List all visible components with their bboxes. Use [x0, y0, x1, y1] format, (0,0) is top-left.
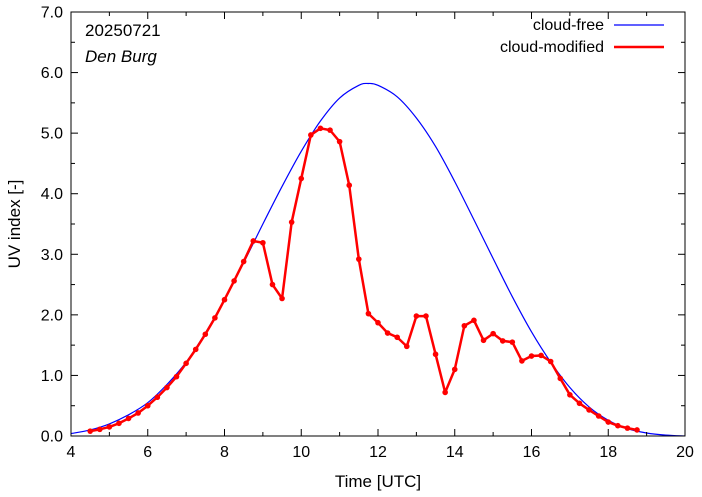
- data-point-cloud-modified: [87, 428, 93, 434]
- y-tick-label: 2.0: [41, 307, 63, 324]
- y-tick-label: 7.0: [41, 5, 63, 22]
- data-point-cloud-modified: [461, 322, 468, 329]
- data-point-cloud-modified: [144, 402, 151, 409]
- data-point-cloud-modified: [365, 310, 372, 317]
- data-point-cloud-modified: [308, 132, 314, 138]
- data-point-cloud-modified: [519, 358, 525, 364]
- x-tick-label: 20: [676, 444, 694, 461]
- data-point-cloud-modified: [624, 425, 631, 431]
- data-point-cloud-modified: [451, 366, 458, 373]
- data-point-cloud-modified: [605, 419, 612, 425]
- data-point-cloud-modified: [538, 352, 544, 359]
- y-tick-label: 0.0: [41, 429, 63, 446]
- x-tick-label: 8: [220, 444, 229, 461]
- data-point-cloud-modified: [634, 427, 640, 433]
- y-tick-label: 3.0: [41, 247, 63, 264]
- data-point-cloud-modified: [212, 315, 218, 321]
- data-point-cloud-modified: [586, 407, 592, 413]
- data-point-cloud-modified: [154, 394, 161, 401]
- data-point-cloud-modified: [403, 343, 410, 350]
- data-point-cloud-modified: [96, 426, 103, 433]
- y-tick-label: 4.0: [41, 186, 63, 203]
- data-point-cloud-modified: [413, 313, 420, 319]
- data-point-cloud-modified: [250, 238, 257, 244]
- data-point-cloud-modified: [576, 400, 583, 407]
- data-point-cloud-modified: [595, 413, 602, 419]
- plot-frame: [70, 11, 686, 437]
- data-point-cloud-modified: [615, 422, 621, 429]
- data-point-cloud-modified: [384, 330, 391, 336]
- data-point-cloud-modified: [279, 295, 285, 302]
- y-axis-title: UV index [-]: [5, 180, 24, 269]
- data-point-cloud-modified: [567, 392, 573, 398]
- labels-layer: 4 6 8 10 12 14 16 18 20 0.0 1.0 2.0 3.0 4.0 5.0 6.0 7.0: [41, 5, 694, 462]
- data-point-cloud-modified: [557, 375, 564, 382]
- y-tick-label: 6.0: [41, 65, 63, 82]
- data-point-cloud-modified: [260, 239, 266, 246]
- data-point-cloud-modified: [192, 346, 199, 353]
- data-point-cloud-modified: [528, 353, 535, 359]
- date-annotation: 20250721: [85, 21, 161, 40]
- x-tick-label: 14: [446, 444, 464, 461]
- data-point-cloud-modified: [394, 334, 400, 341]
- data-point-cloud-modified: [298, 175, 305, 182]
- data-point-cloud-modified: [327, 127, 333, 133]
- series-line-cloud-modified: [89, 127, 638, 433]
- y-tick-label: 5.0: [41, 126, 63, 143]
- x-tick-label: 4: [67, 444, 76, 461]
- data-point-cloud-modified: [442, 389, 448, 396]
- data-point-cloud-modified: [432, 351, 439, 358]
- data-point-cloud-modified: [346, 182, 353, 189]
- data-point-cloud-modified: [173, 373, 180, 380]
- data-point-cloud-modified: [356, 256, 362, 262]
- x-tick-label: 10: [292, 444, 310, 461]
- data-point-cloud-modified: [423, 313, 429, 319]
- series-line-cloud-free: [71, 82, 685, 436]
- legend-label-cloud-modified: cloud-modified: [500, 39, 604, 56]
- data-point-cloud-modified: [547, 358, 554, 365]
- data-point-cloud-modified: [202, 331, 209, 338]
- x-axis-title: Time [UTC]: [335, 472, 421, 491]
- data-point-cloud-modified: [317, 125, 324, 132]
- location-annotation: Den Burg: [85, 47, 157, 66]
- data-point-cloud-modified: [499, 338, 506, 344]
- series-layer: [71, 82, 685, 436]
- x-tick-label: 18: [599, 444, 617, 461]
- data-point-cloud-modified: [490, 330, 496, 337]
- data-point-cloud-modified: [116, 420, 122, 427]
- data-point-cloud-modified: [125, 415, 132, 422]
- legend-label-cloud-free: cloud-free: [533, 17, 604, 34]
- data-point-cloud-modified: [509, 339, 516, 345]
- data-point-cloud-modified: [240, 258, 247, 265]
- data-point-cloud-modified: [164, 384, 170, 391]
- x-tick-label: 12: [369, 444, 387, 461]
- data-point-cloud-modified: [231, 278, 237, 284]
- data-point-cloud-modified: [221, 296, 228, 303]
- data-point-cloud-modified: [288, 219, 295, 225]
- data-point-cloud-modified: [183, 360, 189, 367]
- data-point-cloud-modified: [269, 281, 276, 288]
- data-point-cloud-modified: [375, 319, 381, 326]
- data-point-cloud-modified: [471, 317, 477, 324]
- data-point-cloud-modified: [106, 424, 113, 430]
- y-tick-label: 1.0: [41, 368, 63, 385]
- x-tick-label: 6: [143, 444, 152, 461]
- data-point-cloud-modified: [336, 138, 343, 145]
- ticks-layer: [70, 11, 686, 437]
- data-point-cloud-modified: [135, 410, 141, 416]
- data-point-cloud-modified: [480, 337, 487, 344]
- legend: cloud-free cloud-modified: [500, 17, 664, 56]
- x-tick-label: 16: [523, 444, 541, 461]
